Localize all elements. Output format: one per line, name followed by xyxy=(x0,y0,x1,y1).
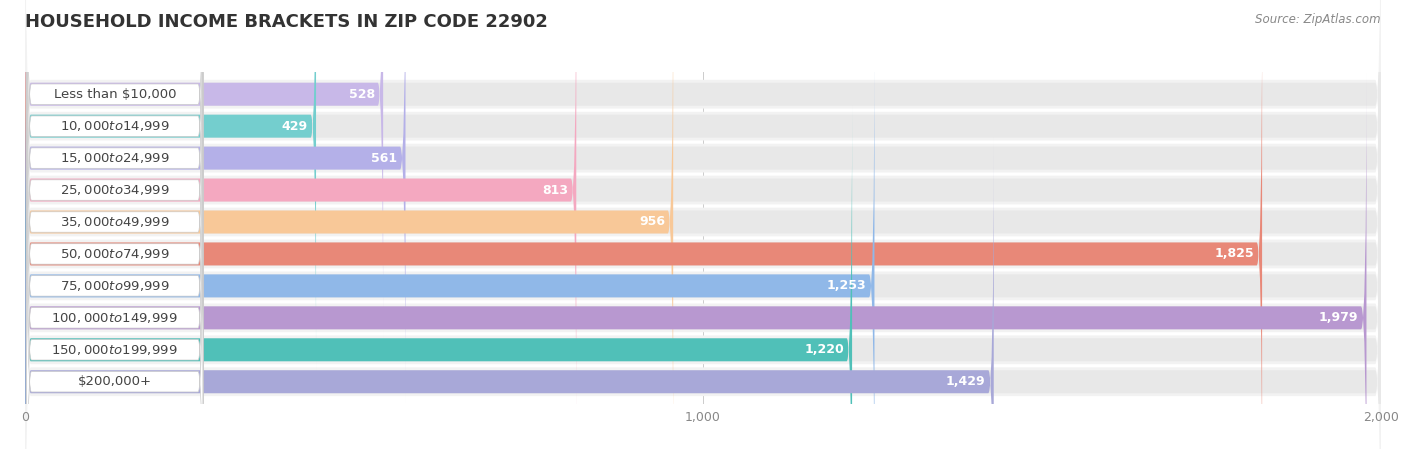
FancyBboxPatch shape xyxy=(25,138,1381,449)
FancyBboxPatch shape xyxy=(25,74,1367,449)
Text: Source: ZipAtlas.com: Source: ZipAtlas.com xyxy=(1256,13,1381,26)
Text: 1,429: 1,429 xyxy=(946,375,986,388)
FancyBboxPatch shape xyxy=(25,45,1381,449)
FancyBboxPatch shape xyxy=(25,13,1381,449)
FancyBboxPatch shape xyxy=(25,138,994,449)
FancyBboxPatch shape xyxy=(25,0,405,402)
FancyBboxPatch shape xyxy=(27,0,202,371)
FancyBboxPatch shape xyxy=(25,0,1381,367)
Text: $200,000+: $200,000+ xyxy=(77,375,152,388)
FancyBboxPatch shape xyxy=(25,0,1381,370)
FancyBboxPatch shape xyxy=(25,0,1381,338)
Text: $100,000 to $149,999: $100,000 to $149,999 xyxy=(52,311,179,325)
FancyBboxPatch shape xyxy=(27,136,202,449)
Text: $35,000 to $49,999: $35,000 to $49,999 xyxy=(60,215,170,229)
FancyBboxPatch shape xyxy=(25,0,1381,449)
FancyBboxPatch shape xyxy=(25,106,1381,449)
FancyBboxPatch shape xyxy=(25,0,1381,431)
Text: 528: 528 xyxy=(349,88,375,101)
FancyBboxPatch shape xyxy=(27,0,202,339)
FancyBboxPatch shape xyxy=(25,0,316,370)
Text: 1,979: 1,979 xyxy=(1319,311,1358,324)
FancyBboxPatch shape xyxy=(27,40,202,449)
Text: 1,253: 1,253 xyxy=(827,279,866,292)
FancyBboxPatch shape xyxy=(27,0,202,308)
FancyBboxPatch shape xyxy=(25,42,1381,449)
FancyBboxPatch shape xyxy=(25,0,382,338)
Text: 1,825: 1,825 xyxy=(1215,247,1254,260)
FancyBboxPatch shape xyxy=(25,10,1263,449)
FancyBboxPatch shape xyxy=(27,168,202,449)
FancyBboxPatch shape xyxy=(25,141,1381,449)
Text: $10,000 to $14,999: $10,000 to $14,999 xyxy=(60,119,170,133)
FancyBboxPatch shape xyxy=(27,72,202,449)
Text: 561: 561 xyxy=(371,152,398,165)
Text: Less than $10,000: Less than $10,000 xyxy=(53,88,176,101)
Text: $15,000 to $24,999: $15,000 to $24,999 xyxy=(60,151,170,165)
Text: $25,000 to $34,999: $25,000 to $34,999 xyxy=(60,183,170,197)
FancyBboxPatch shape xyxy=(25,0,1381,449)
Text: 1,220: 1,220 xyxy=(804,343,844,357)
FancyBboxPatch shape xyxy=(25,42,875,449)
FancyBboxPatch shape xyxy=(25,74,1381,449)
Text: 956: 956 xyxy=(640,216,665,229)
FancyBboxPatch shape xyxy=(25,0,1381,402)
FancyBboxPatch shape xyxy=(25,0,576,434)
FancyBboxPatch shape xyxy=(27,105,202,449)
FancyBboxPatch shape xyxy=(25,109,1381,449)
Text: $75,000 to $99,999: $75,000 to $99,999 xyxy=(60,279,170,293)
Text: 813: 813 xyxy=(543,184,568,197)
FancyBboxPatch shape xyxy=(25,10,1381,449)
Text: HOUSEHOLD INCOME BRACKETS IN ZIP CODE 22902: HOUSEHOLD INCOME BRACKETS IN ZIP CODE 22… xyxy=(25,13,548,31)
Text: $50,000 to $74,999: $50,000 to $74,999 xyxy=(60,247,170,261)
Text: $150,000 to $199,999: $150,000 to $199,999 xyxy=(52,343,179,357)
FancyBboxPatch shape xyxy=(25,106,852,449)
FancyBboxPatch shape xyxy=(25,0,1381,399)
FancyBboxPatch shape xyxy=(25,0,1381,434)
FancyBboxPatch shape xyxy=(25,0,1381,335)
Text: 429: 429 xyxy=(281,119,308,132)
FancyBboxPatch shape xyxy=(27,9,202,436)
FancyBboxPatch shape xyxy=(25,77,1381,449)
FancyBboxPatch shape xyxy=(25,0,673,449)
FancyBboxPatch shape xyxy=(27,0,202,404)
